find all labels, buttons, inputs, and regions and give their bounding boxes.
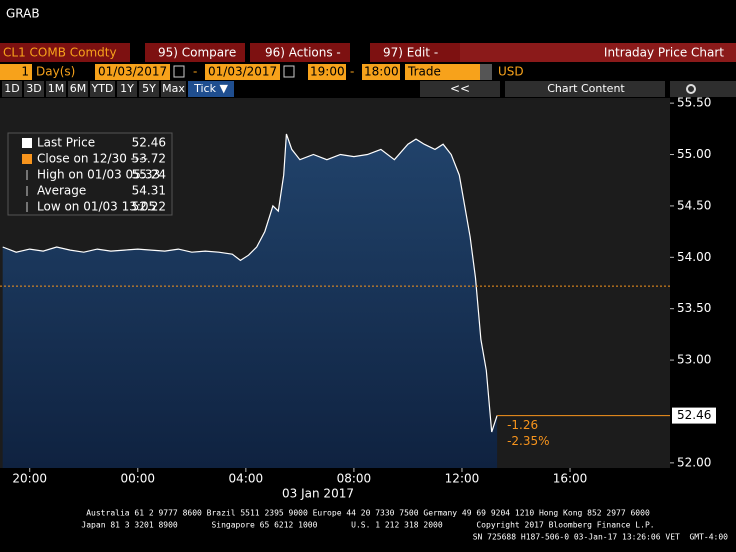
dropdown[interactable] — [480, 64, 492, 80]
range-button[interactable] — [2, 81, 22, 97]
period-box[interactable] — [0, 64, 32, 80]
range-label[interactable]: 1M — [48, 82, 65, 95]
x-tick-label: 16:00 — [553, 472, 588, 486]
security-box[interactable] — [0, 43, 130, 62]
range-buttons: 1D 3D 1M 6M YTD 1Y 5Y Max Tick ▼ — [2, 81, 234, 97]
date-box[interactable] — [205, 64, 280, 80]
range-label[interactable]: 1Y — [120, 82, 134, 95]
footer-line: SN 725688 H187-506-0 03-Jan-17 13:26:06 … — [473, 533, 728, 542]
y-tick-label: 54.00 — [677, 250, 711, 264]
last-price-box — [672, 407, 716, 424]
separator: - — [193, 65, 197, 79]
period[interactable]: 1 — [21, 65, 29, 79]
range-button[interactable] — [68, 81, 88, 97]
y-tick-label: 53.50 — [677, 301, 711, 315]
date-box[interactable] — [95, 64, 170, 80]
legend-label: High on 01/03 05:33 — [37, 168, 160, 182]
x-tick-label: 08:00 — [337, 472, 372, 486]
legend-swatch — [22, 154, 32, 164]
x-tick-label: 12:00 — [445, 472, 480, 486]
legend-label: Average — [37, 184, 86, 198]
legend-label: Low on 01/03 13:05 — [37, 200, 156, 214]
button-label[interactable]: 97) Edit - — [383, 46, 438, 60]
range-button[interactable] — [46, 81, 66, 97]
settings-button[interactable] — [670, 81, 736, 97]
change-label: -2.35% — [507, 434, 549, 448]
x-tick-label: 04:00 — [229, 472, 264, 486]
legend-swatch — [22, 138, 32, 148]
button[interactable] — [145, 43, 245, 62]
gear-icon[interactable] — [686, 84, 696, 94]
range-button[interactable] — [117, 81, 137, 97]
x-tick-label: 20:00 — [12, 472, 47, 486]
footer-line: Japan 81 3 3201 8900 Singapore 65 6212 1… — [81, 521, 654, 530]
range-button[interactable] — [161, 81, 186, 97]
range-label[interactable]: Max — [162, 82, 185, 95]
price-area — [2, 134, 498, 468]
y-tick-label: 52.00 — [677, 455, 711, 469]
field-box[interactable] — [405, 64, 480, 80]
end-date[interactable]: 01/03/2017 — [208, 65, 277, 79]
legend-box — [7, 132, 173, 216]
date-label: 03 Jan 2017 — [282, 487, 354, 501]
range-button[interactable] — [24, 81, 44, 97]
range-label[interactable]: YTD — [91, 82, 114, 95]
x-tick-label: 00:00 — [120, 472, 155, 486]
field[interactable]: Trade — [407, 65, 441, 79]
last-price-label: 52.46 — [677, 408, 711, 422]
range-button[interactable] — [139, 81, 159, 97]
button-label[interactable]: 96) Actions - — [265, 46, 341, 60]
range-button[interactable] — [90, 81, 115, 97]
time-box[interactable] — [362, 64, 400, 80]
range-label[interactable]: 1D — [4, 82, 19, 95]
price-line — [2, 133, 498, 433]
legend-value: 55.24 — [132, 168, 166, 182]
change-label: -1.26 — [507, 418, 538, 432]
range-label[interactable]: 3D — [26, 82, 41, 95]
button[interactable] — [370, 43, 460, 62]
separator: - — [350, 65, 354, 79]
legend-value: 52.22 — [132, 200, 166, 214]
button[interactable] — [250, 43, 350, 62]
chart-content-button[interactable] — [505, 81, 665, 97]
legend-value: 53.72 — [132, 152, 166, 166]
back-label[interactable]: << — [450, 82, 470, 96]
chart-content-label[interactable]: Chart Content — [547, 82, 625, 95]
footer-line: Australia 61 2 9777 8600 Brazil 5511 239… — [86, 509, 650, 518]
window-title: GRAB — [6, 7, 40, 21]
range-button[interactable] — [188, 81, 234, 97]
y-tick-label: 53.00 — [677, 353, 711, 367]
plot: -1.26 -2.35% 52.00 53.00 53.50 54.00 54.50 55.0… — [0, 96, 716, 486]
range-label[interactable]: 5Y — [142, 82, 156, 95]
y-tick-label: 55.50 — [677, 96, 711, 110]
start-time[interactable]: 19:00 — [310, 65, 345, 79]
view-bar — [460, 43, 736, 62]
end-time[interactable]: 18:00 — [364, 65, 399, 79]
legend-value: 54.31 — [132, 184, 166, 198]
legend: Last Price 52.46 Close on 12/30 ----53.72 H… — [7, 132, 173, 216]
calendar-icon[interactable] — [283, 65, 295, 78]
view-title: Intraday Price Chart — [604, 46, 724, 60]
currency: USD — [498, 65, 524, 79]
security[interactable]: CL1 COMB Comdty — [3, 46, 117, 60]
y-tick-label: 54.50 — [677, 198, 711, 212]
time-box[interactable] — [308, 64, 346, 80]
legend-value: 52.46 — [132, 136, 166, 150]
start-date[interactable]: 01/03/2017 — [98, 65, 167, 79]
y-tick-label: 55.00 — [677, 147, 711, 161]
button-label[interactable]: 95) Compare — [158, 46, 236, 60]
legend-label: Last Price — [37, 136, 95, 150]
range-label[interactable]: 6M — [70, 82, 87, 95]
legend-label: Close on 12/30 ---- — [37, 152, 148, 166]
period-unit: Day(s) — [36, 65, 75, 79]
range-label[interactable]: Tick ▼ — [193, 82, 228, 95]
calendar-icon[interactable] — [173, 65, 185, 78]
back-button[interactable] — [420, 81, 500, 97]
